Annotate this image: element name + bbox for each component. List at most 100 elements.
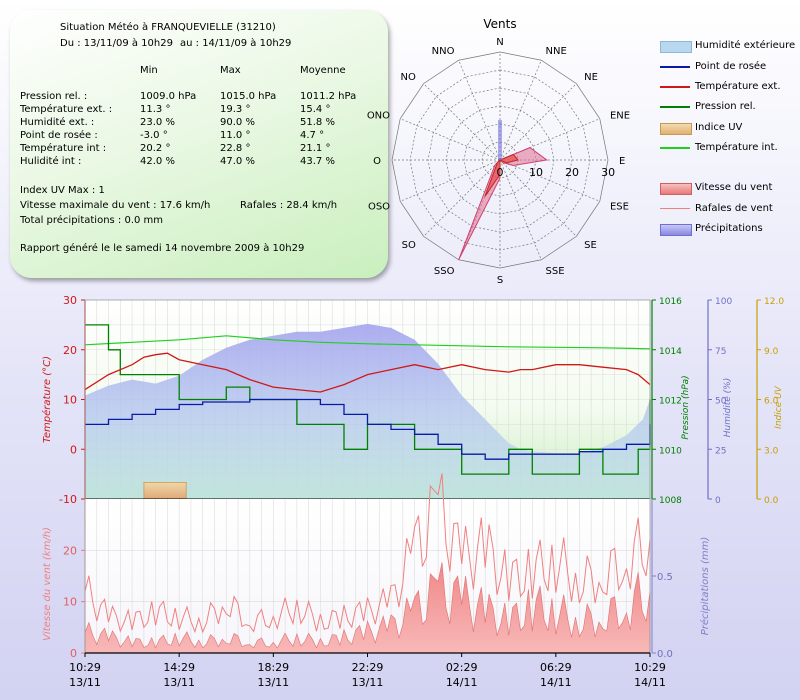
radar-tick-label: 10	[529, 166, 543, 179]
stats-min: 1009.0 hPa	[140, 91, 197, 102]
radar-radial-ticks: 0 10 20 30	[497, 166, 616, 179]
stats-max: 22.8 °	[220, 143, 251, 154]
time-tick-label: 10:29	[634, 661, 666, 674]
date-tick-label: 14/11	[634, 676, 666, 689]
period-to: au : 14/11/09 à 10h29	[180, 38, 292, 49]
legend-label: Humidité extérieure	[695, 40, 796, 51]
period-from: Du : 13/11/09 à 10h29	[60, 38, 173, 49]
radar-dir-label: NO	[400, 72, 415, 83]
legend-label: Indice UV	[695, 122, 743, 133]
wind-tick-label: 20	[63, 544, 77, 557]
stats-label: Température ext. :	[20, 104, 113, 115]
temp-tick-label: 20	[63, 344, 77, 357]
legend-label: Précipitations	[695, 223, 763, 234]
radar-tick-label: 30	[601, 166, 615, 179]
legend-swatch-gusts	[660, 208, 690, 209]
radar-dir-label: NE	[584, 72, 598, 83]
stats-max: 47.0 %	[220, 156, 255, 167]
stats-min: 42.0 %	[140, 156, 175, 167]
legend-swatch-precip	[660, 224, 692, 236]
stats-avg: 1011.2 hPa	[300, 91, 357, 102]
wind-speed-area	[84, 562, 651, 654]
legend-swatch-wind	[660, 183, 692, 195]
radar-precip-bar	[498, 120, 502, 160]
temp-tick-label: 10	[63, 394, 77, 407]
radar-spoke	[499, 159, 600, 202]
radar-spoke	[423, 83, 501, 161]
uv-tick-label: 0.0	[764, 496, 779, 506]
humidity-tick-label: 25	[715, 446, 726, 456]
legend-swatch-humidity	[660, 41, 692, 53]
pressure-tick-label: 1014	[659, 347, 682, 357]
stats-min: 11.3 °	[140, 104, 171, 115]
wind-tick-label: 10	[63, 596, 77, 609]
radar-dir-label: SO	[402, 240, 416, 251]
header-min: Min	[140, 65, 158, 76]
legend-label: Rafales de vent	[695, 203, 773, 214]
stats-max: 1015.0 hPa	[220, 91, 277, 102]
summary-panel: Situation Météo à FRANQUEVIELLE (31210) …	[10, 10, 388, 278]
legend-swatch-dew-point	[660, 66, 690, 68]
precip-axis-title: Précipitations (mm)	[699, 537, 711, 636]
stats-min: 23.0 %	[140, 117, 175, 128]
date-tick-label: 14/11	[446, 676, 478, 689]
temp-tick-label: 30	[63, 294, 77, 307]
wind-max: Vitesse maximale du vent : 17.6 km/h	[20, 200, 211, 211]
stats-label: Pression rel. :	[20, 91, 88, 102]
precip-tick-label: 0.5	[657, 572, 673, 583]
radar-spoke	[458, 60, 501, 161]
time-tick-label: 06:29	[540, 661, 572, 674]
stats-avg: 51.8 %	[300, 117, 335, 128]
total-precip: Total précipitations : 0.0 mm	[20, 215, 164, 226]
date-tick-label: 14/11	[540, 676, 572, 689]
generated-date: Rapport généré le le samedi 14 novembre …	[20, 243, 305, 254]
temperature-line	[84, 352, 651, 393]
dew-point-line	[85, 398, 651, 460]
humidity-tick-label: 0	[715, 496, 721, 506]
legend-label: Température int.	[695, 142, 778, 153]
time-tick-label: 02:29	[446, 661, 478, 674]
report-title: Situation Météo à FRANQUEVIELLE (31210)	[60, 22, 276, 33]
bottom-chart: 20 10 0 Vitesse du vent (km/h) 0.5 0.0 Précipi…	[42, 473, 711, 660]
temp-int-line	[84, 335, 651, 350]
temp-tick-label: 0	[70, 443, 77, 456]
radar-dir-label: E	[619, 156, 625, 167]
humidity-tick-label: 100	[715, 297, 732, 307]
radar-spoke	[400, 159, 501, 202]
pressure-tick-label: 1012	[659, 397, 682, 407]
pressure-tick-label: 1016	[659, 297, 682, 307]
uv-tick-label: 6.0	[764, 397, 779, 407]
time-tick-label: 18:29	[257, 661, 289, 674]
radar-dir-label: O	[373, 156, 381, 167]
humidity-axis-title: Humidité (%)	[722, 378, 733, 437]
radar-dir-label: SE	[584, 240, 597, 251]
stats-max: 19.3 °	[220, 104, 251, 115]
temp-tick-label: -10	[59, 493, 77, 506]
radar-title: Vents	[483, 17, 516, 31]
stats-label: Hulidité int :	[20, 156, 82, 167]
uv-axis-title: Indice UV	[774, 385, 784, 429]
stats-label: Point de rosée :	[20, 130, 98, 141]
stats-label: Température int :	[20, 143, 107, 154]
precip-tick-label: 0.0	[657, 649, 673, 660]
radar-dir-label: ENE	[610, 110, 630, 121]
time-axis: 10:29 13/11 14:29 13/11 18:29 13/11 22:29 13/11…	[69, 299, 666, 689]
radar-gusts-area	[458, 147, 549, 261]
radar-dir-label: NNE	[546, 46, 567, 57]
legend-label: Température ext.	[695, 81, 781, 92]
radar-dir-label: SSE	[546, 266, 565, 277]
radar-spoke	[400, 118, 501, 161]
radar-direction-labels: N NNE NE ENE E ESE SE SSE S SSO SO OSO O ONO NO NNO	[367, 37, 630, 286]
uv-max: Index UV Max : 1	[20, 185, 105, 196]
time-tick-label: 10:29	[69, 661, 101, 674]
uv-tick-label: 9.0	[764, 347, 779, 357]
time-tick-label: 14:29	[163, 661, 195, 674]
date-tick-label: 13/11	[163, 676, 195, 689]
stats-max: 11.0 °	[220, 130, 251, 141]
uv-tick-label: 12.0	[764, 297, 784, 307]
radar-tick-label: 20	[565, 166, 579, 179]
humidity-tick-label: 50	[715, 397, 727, 407]
temp-axis-title: Température (°C)	[41, 356, 53, 443]
legend-label: Vitesse du vent	[695, 182, 773, 193]
